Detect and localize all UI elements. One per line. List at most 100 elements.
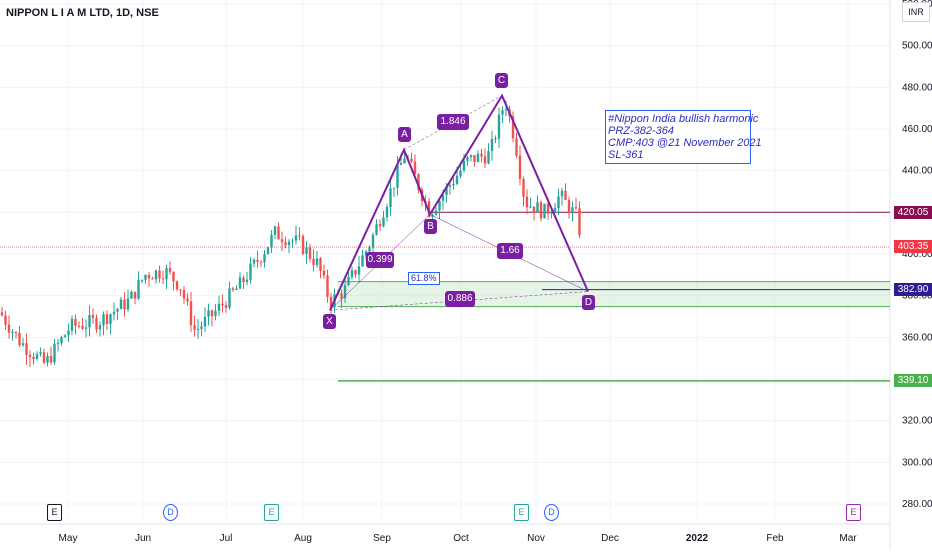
candle-body [497, 114, 501, 139]
candle-body [361, 255, 364, 267]
candle-body [77, 325, 81, 327]
candle-body [256, 259, 259, 262]
xd-line [329, 291, 589, 311]
candle-body [368, 247, 371, 252]
candle-body [116, 309, 119, 312]
candle-body [385, 206, 389, 218]
point-b-label[interactable]: B [424, 219, 437, 234]
candle-body [18, 333, 21, 346]
point-d-label[interactable]: D [582, 295, 595, 310]
candle-body [392, 187, 396, 189]
ratio-xad[interactable]: 0.886 [445, 291, 475, 307]
candle-body [242, 277, 245, 283]
candle-body [294, 235, 298, 241]
harmonic-pattern-line [329, 93, 589, 311]
candle-body [326, 275, 329, 297]
candle-body [81, 325, 84, 329]
candle-body [161, 278, 165, 280]
candle-body [284, 242, 287, 246]
earnings-event-icon[interactable]: E [846, 504, 861, 521]
candle-body [522, 178, 525, 197]
candle-body [364, 251, 368, 256]
candle-body [529, 206, 532, 208]
earnings-event-icon[interactable]: E [514, 504, 529, 521]
candle-body [434, 210, 438, 215]
candle-body [189, 301, 193, 326]
candle-body [273, 226, 277, 235]
dividend-event-icon[interactable]: D [544, 504, 559, 521]
candle-body [112, 311, 116, 315]
candle-body [305, 247, 308, 254]
candle-body [91, 315, 95, 319]
candle-body [546, 203, 550, 214]
candle-body [480, 153, 483, 157]
candle-body [343, 285, 347, 299]
candle-body [235, 288, 238, 290]
candle-body [123, 299, 126, 310]
earnings-event-icon[interactable]: E [264, 504, 279, 521]
candle-body [186, 298, 189, 302]
candle-body [280, 239, 284, 243]
candle-body [357, 266, 361, 275]
candle-body [84, 327, 88, 329]
fib-level-label: 61.8% [408, 272, 440, 285]
price-tag-420: 420.05 [894, 206, 932, 219]
candle-body [207, 310, 210, 317]
y-tick-label: 300.00 [902, 457, 932, 468]
candle-body [301, 235, 305, 254]
candle-body [438, 200, 441, 211]
candle-body [42, 352, 46, 363]
earnings-event-icon[interactable]: E [47, 504, 62, 521]
candle-body [329, 296, 333, 308]
note-line-3: CMP:403 @21 November 2021 [608, 137, 762, 149]
candle-body [147, 274, 151, 279]
candle-body [553, 208, 557, 212]
candle-body [74, 318, 77, 326]
candle-body [578, 208, 581, 235]
currency-label[interactable]: INR [902, 2, 930, 22]
point-a-label[interactable]: A [398, 127, 411, 142]
candle-body [469, 155, 473, 158]
candle-body [389, 188, 392, 207]
candle-body [154, 270, 158, 280]
candle-body [137, 280, 140, 299]
candle-body [410, 158, 413, 162]
candle-body [175, 281, 179, 290]
ratio-xab[interactable]: 0.399 [366, 252, 394, 268]
candle-body [67, 330, 70, 336]
point-c-label[interactable]: C [495, 73, 508, 88]
x-tick-label: Dec [601, 533, 619, 544]
y-tick-label: 480.00 [902, 82, 932, 93]
ratio-bcd[interactable]: 1.66 [497, 243, 523, 259]
candle-body [270, 234, 273, 248]
candle-body [28, 354, 32, 357]
candle-body [417, 174, 420, 190]
y-tick-label: 360.00 [902, 332, 932, 343]
candle-body [441, 194, 445, 201]
candle-body [266, 247, 270, 255]
candle-body [473, 155, 476, 163]
candle-body [168, 268, 172, 272]
candle-body [249, 263, 252, 280]
candle-body [60, 337, 63, 344]
candle-body [550, 211, 553, 214]
candle-body [539, 202, 543, 219]
analysis-note[interactable]: #Nippon India bullish harmonic PRZ-382-3… [605, 110, 762, 164]
ratio-abc[interactable]: 1.846 [437, 114, 469, 130]
candle-body [172, 271, 175, 282]
candle-body [399, 163, 403, 165]
candle-body [564, 190, 567, 200]
x-tick-label: Nov [527, 533, 545, 544]
candle-body [536, 202, 539, 213]
candle-body [95, 318, 98, 330]
candle-body [567, 199, 571, 214]
candle-body [165, 268, 168, 280]
candle-body [224, 305, 228, 308]
dividend-event-icon[interactable]: D [163, 504, 178, 521]
candle-body [501, 110, 504, 115]
candle-body [515, 138, 518, 156]
candle-body [228, 288, 231, 308]
point-x-label[interactable]: X [323, 314, 336, 329]
